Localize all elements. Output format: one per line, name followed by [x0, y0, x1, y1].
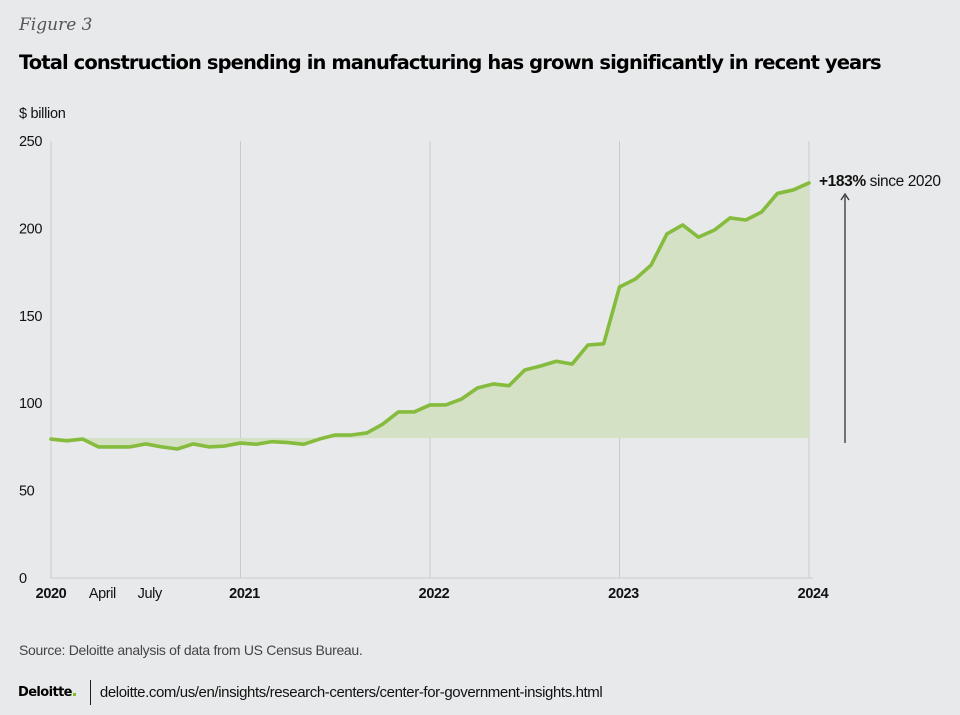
y-tick-label: 50	[19, 484, 35, 500]
y-tick-label: 150	[19, 309, 42, 325]
x-tick-label: 2020	[36, 586, 67, 602]
annotation-text: since 2020	[866, 173, 942, 190]
series-line-path	[49, 181, 811, 451]
logo-text: Deloitte	[18, 685, 73, 700]
x-tick-label: 2023	[608, 586, 639, 602]
footer: Deloitte deloitte.com/us/en/insights/res…	[18, 680, 603, 705]
y-tick-label: 200	[19, 221, 42, 237]
y-tick-label: 100	[19, 396, 42, 412]
chart-title: Total construction spending in manufactu…	[19, 51, 882, 74]
annotation-percent: +183%	[819, 173, 866, 190]
source-note: Source: Deloitte analysis of data from U…	[19, 642, 363, 658]
x-tick-label: 2021	[229, 586, 260, 602]
annotation-label: +183% since 2020	[819, 173, 941, 190]
series-line	[49, 181, 811, 451]
x-tick-label: 2024	[798, 586, 829, 602]
footer-divider	[89, 680, 91, 705]
y-tick-label: 0	[19, 571, 27, 587]
figure-label: Figure 3	[19, 15, 93, 35]
footer-url-link[interactable]: deloitte.com/us/en/insights/research-cen…	[99, 684, 603, 701]
area-fill-path	[51, 182, 809, 449]
arrow-up-icon	[840, 192, 850, 201]
area-fill	[51, 182, 809, 449]
x-tick-label: 2022	[419, 586, 450, 602]
annotation: +183% since 2020	[819, 173, 942, 443]
y-axis-unit-label: $ billion	[19, 106, 66, 122]
x-axis-ticks: 2020 April July 2021 2022 2023 2024	[36, 586, 829, 602]
x-tick-label: July	[138, 586, 163, 602]
y-axis-ticks: 0 50 100 150 200 250	[19, 134, 43, 587]
x-tick-label: April	[89, 586, 116, 602]
deloitte-logo: Deloitte	[18, 685, 76, 700]
y-tick-label: 250	[19, 134, 42, 150]
logo-dot-icon	[72, 693, 76, 696]
